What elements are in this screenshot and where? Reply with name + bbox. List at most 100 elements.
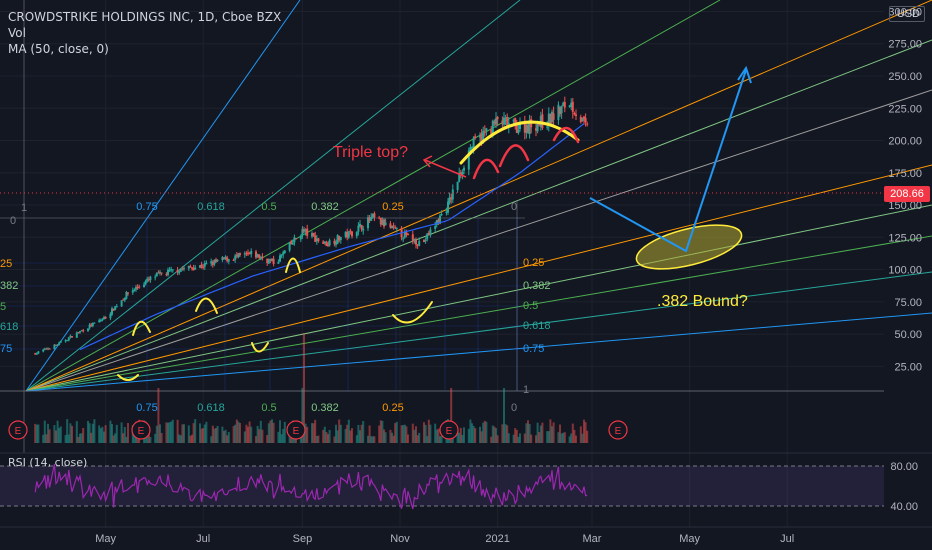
candle-body xyxy=(317,238,320,242)
candle-body xyxy=(59,341,62,343)
volume-bar xyxy=(541,422,544,443)
volume-bar xyxy=(328,429,331,443)
candle-body xyxy=(290,241,293,244)
time-tick-label: Jul xyxy=(196,533,210,545)
volume-bar xyxy=(456,430,459,443)
candle-body xyxy=(55,344,57,346)
price-tick-label: 225.00 xyxy=(888,103,922,115)
earnings-marker[interactable]: E xyxy=(286,420,306,440)
volume-bar xyxy=(122,433,125,443)
candle-body xyxy=(66,340,69,342)
volume-bar xyxy=(514,428,517,443)
volume-bar xyxy=(403,424,406,443)
rsi-tick-label: 80.00 xyxy=(890,461,918,473)
volume-bar xyxy=(216,425,219,443)
candle-body xyxy=(439,215,441,224)
volume-bar xyxy=(506,425,509,443)
volume-bar xyxy=(103,431,105,443)
volume-bar xyxy=(394,423,397,443)
volume-bar xyxy=(416,435,419,443)
candle-body xyxy=(495,118,497,125)
candle-body xyxy=(235,255,238,257)
candle-body xyxy=(323,241,326,244)
candle-body xyxy=(146,278,149,282)
candle-body xyxy=(42,349,45,352)
candle-body xyxy=(395,227,398,229)
currency-button[interactable]: USD xyxy=(889,6,925,22)
volume-bar xyxy=(586,430,589,443)
earnings-marker[interactable]: E xyxy=(131,420,151,440)
candle-body xyxy=(255,251,257,258)
fan-label-right: 0.382 xyxy=(523,280,551,292)
volume-bar xyxy=(458,432,461,443)
candle-body xyxy=(546,126,549,128)
candle-body xyxy=(112,308,115,311)
candle-body xyxy=(123,297,126,301)
triple-top-arrow xyxy=(422,155,467,178)
time-axis[interactable]: May Jul Sep Nov 2021 Mar May Jul xyxy=(95,533,794,545)
candle-body xyxy=(69,335,72,338)
candle-body xyxy=(301,229,304,236)
volume-bar xyxy=(371,436,374,443)
volume-bar xyxy=(439,436,441,443)
volume-bar xyxy=(301,388,304,443)
volume-bar xyxy=(290,435,293,443)
arc-5 xyxy=(285,257,301,273)
earnings-marker[interactable]: E xyxy=(439,420,459,440)
arc-big xyxy=(459,120,580,165)
volume-bar xyxy=(189,435,192,443)
volume-bar xyxy=(183,424,185,443)
volume-bar xyxy=(279,420,281,443)
volume-bar xyxy=(115,424,118,443)
volume-bar xyxy=(347,419,350,443)
candle-body xyxy=(272,258,275,264)
volume-bar xyxy=(245,424,248,443)
candle-body xyxy=(328,240,331,246)
volume-bar xyxy=(395,421,398,443)
volume-bar xyxy=(480,431,483,443)
fan-line xyxy=(25,0,301,392)
candle-body xyxy=(346,232,349,238)
candle-body xyxy=(171,269,174,271)
volume-bar xyxy=(247,426,249,443)
projection-arrow xyxy=(589,65,752,253)
candle-body xyxy=(258,254,261,258)
volume-bar xyxy=(400,425,403,443)
candle-body xyxy=(333,240,336,244)
price-axis[interactable]: 325.00300.00275.00250.00225.00200.00175.… xyxy=(888,0,922,373)
volume-bar xyxy=(467,428,470,443)
candle-body xyxy=(194,267,197,270)
time-tick-label: Nov xyxy=(390,533,410,545)
volume-bar xyxy=(179,435,182,443)
rsi-axis: 80.00 40.00 xyxy=(890,461,918,513)
volume-bar xyxy=(258,429,261,443)
candle-body xyxy=(133,289,136,291)
candle-body xyxy=(357,225,360,232)
candle-body xyxy=(360,224,363,230)
candle-body xyxy=(519,123,521,129)
candle-body xyxy=(347,231,350,238)
candle-body xyxy=(429,229,432,236)
candle-body xyxy=(325,242,328,246)
candle-body xyxy=(202,266,205,268)
volume-bar xyxy=(549,419,552,443)
earnings-marker[interactable]: E xyxy=(608,420,628,440)
volume-bar xyxy=(527,420,529,443)
fan-line xyxy=(25,0,721,392)
earnings-marker[interactable]: E xyxy=(8,420,28,440)
fan-label-upper: 0.75 xyxy=(136,201,157,213)
candle-body xyxy=(189,266,192,268)
volume-bar xyxy=(493,426,496,443)
volume-bar xyxy=(239,423,241,443)
volume-bar xyxy=(402,425,405,443)
fan-line xyxy=(25,204,932,392)
volume-bar xyxy=(379,420,382,443)
volume-bar xyxy=(391,432,393,443)
volume-bar xyxy=(538,432,541,443)
candle-body xyxy=(445,211,448,213)
candle-body xyxy=(299,235,302,240)
volume-bar xyxy=(440,436,443,443)
candle-body xyxy=(234,255,237,260)
